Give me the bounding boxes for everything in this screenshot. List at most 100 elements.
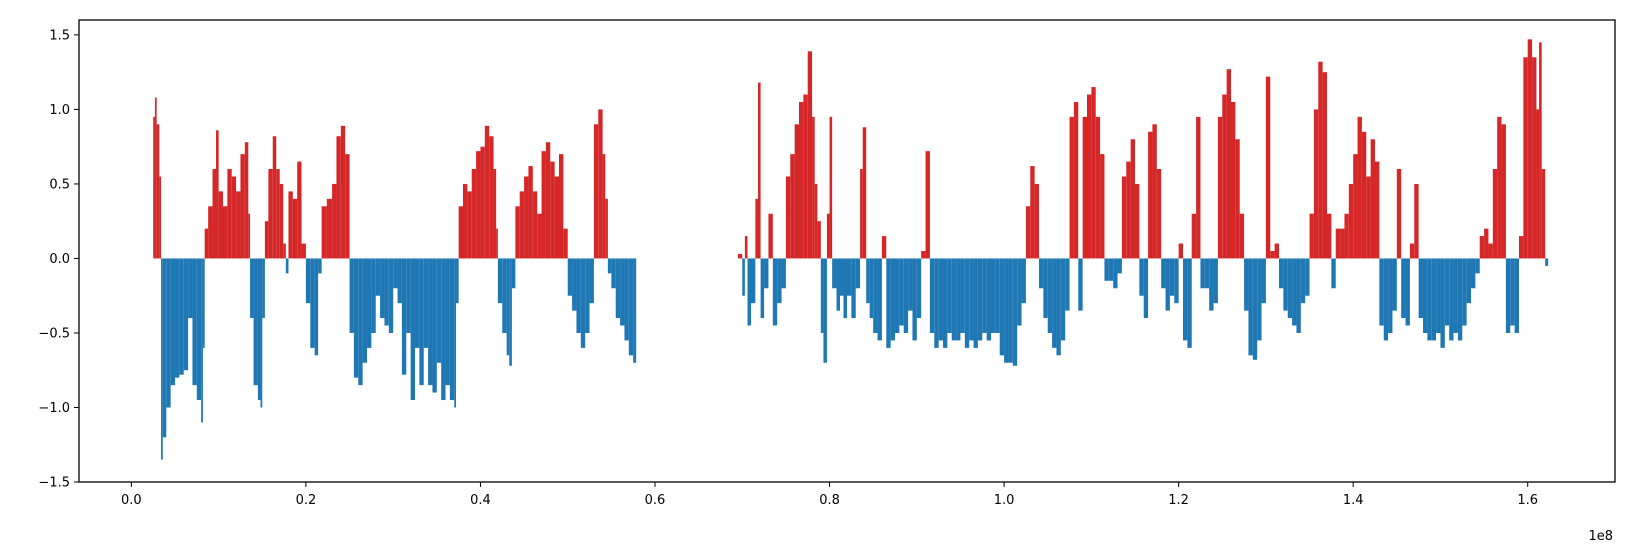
bar — [1100, 154, 1105, 259]
bar — [223, 206, 228, 259]
bar — [1414, 183, 1419, 259]
bar — [1117, 258, 1122, 274]
bar — [1375, 161, 1380, 259]
bar — [208, 206, 213, 259]
bar — [532, 191, 538, 259]
bar — [432, 258, 437, 393]
bar — [1283, 258, 1288, 311]
bar — [179, 258, 184, 375]
bar — [375, 258, 381, 296]
y-tick-label: −0.5 — [38, 326, 70, 341]
bar — [545, 142, 551, 259]
y-tick-label: 1.5 — [49, 28, 70, 43]
bar — [212, 169, 217, 259]
bar — [886, 258, 891, 348]
bar — [1191, 213, 1197, 259]
bar — [925, 151, 930, 259]
bar — [154, 97, 157, 259]
bar — [744, 236, 748, 259]
bar — [441, 258, 446, 401]
bar — [345, 154, 350, 259]
bar — [264, 221, 269, 259]
bar — [216, 130, 219, 259]
bar — [156, 124, 160, 259]
bar — [497, 258, 503, 304]
bar — [240, 154, 245, 259]
bar — [951, 258, 957, 341]
bar — [602, 154, 606, 259]
bar — [814, 183, 818, 259]
bar — [419, 258, 424, 386]
bar — [1436, 258, 1441, 333]
bar — [1514, 258, 1519, 333]
bar — [454, 258, 457, 408]
bar — [760, 258, 765, 319]
bar — [1331, 258, 1336, 289]
plot-frame — [78, 19, 1616, 483]
bar — [1017, 258, 1022, 326]
bar — [528, 166, 533, 259]
bar — [991, 258, 996, 333]
bar — [218, 191, 223, 259]
bar — [1265, 76, 1271, 259]
bar — [1492, 169, 1498, 259]
bar — [1039, 258, 1044, 289]
bar — [1178, 243, 1183, 259]
bar — [301, 243, 306, 259]
bar — [747, 258, 751, 326]
bar — [1174, 258, 1179, 304]
bar — [1056, 258, 1061, 356]
bar — [401, 258, 407, 375]
bar — [1313, 109, 1319, 259]
bar — [790, 154, 795, 259]
bar — [737, 253, 743, 259]
bar — [812, 116, 815, 259]
bar — [999, 258, 1005, 356]
bar — [285, 258, 289, 274]
bar — [986, 258, 991, 341]
bar — [423, 258, 429, 348]
bar — [1248, 258, 1253, 356]
bar — [262, 258, 265, 319]
bar — [633, 258, 637, 363]
bar — [196, 258, 202, 401]
bar — [353, 258, 359, 378]
bar — [1183, 258, 1188, 341]
bar — [489, 136, 494, 259]
bar — [1366, 176, 1371, 259]
bar — [1510, 258, 1515, 326]
x-tick-label: 0.2 — [296, 493, 317, 508]
x-tick-label: 1.0 — [994, 493, 1015, 508]
bar — [175, 258, 180, 378]
bar — [866, 258, 870, 304]
bar — [1095, 116, 1101, 259]
bar — [751, 258, 756, 304]
bar — [1239, 213, 1245, 259]
bar — [1379, 258, 1384, 326]
bar — [807, 51, 813, 259]
bar — [1104, 258, 1109, 281]
bar — [170, 258, 175, 386]
bar — [772, 258, 778, 326]
bar — [159, 176, 162, 259]
bar — [1235, 139, 1240, 259]
bar — [1427, 258, 1432, 341]
y-tick-label: 1.0 — [49, 103, 70, 118]
bar — [982, 258, 987, 333]
bar — [956, 258, 961, 341]
bar — [1073, 101, 1079, 259]
bar — [589, 258, 594, 304]
bar — [1418, 258, 1423, 319]
bar — [1034, 183, 1039, 259]
bar — [201, 258, 203, 423]
bar — [458, 206, 463, 259]
bar — [1539, 42, 1542, 259]
bar — [832, 258, 837, 289]
bar — [890, 258, 895, 341]
bar — [1423, 258, 1428, 333]
bar — [1209, 258, 1214, 311]
bar — [371, 258, 376, 333]
bar — [1078, 258, 1083, 311]
y-tick-label: −1.5 — [38, 476, 70, 491]
bar — [585, 258, 590, 333]
